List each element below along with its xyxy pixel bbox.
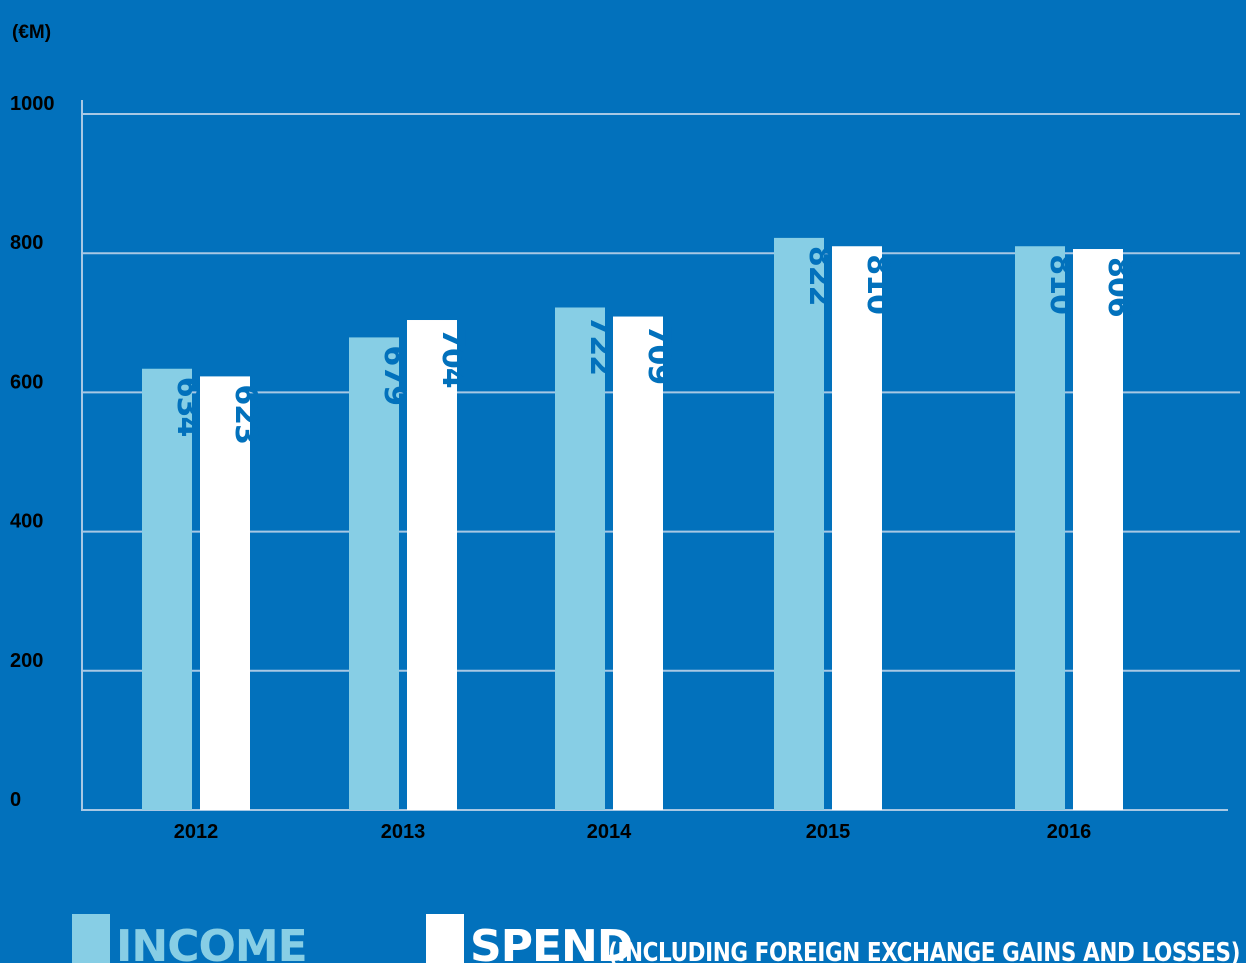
bar-income-2012 (142, 368, 192, 810)
bar-income-2015 (774, 237, 824, 810)
y-tick-label: 1000 (10, 93, 55, 115)
bar-spend-2016 (1073, 249, 1123, 811)
data-label-spend-2013: 704 (435, 328, 470, 388)
y-tick-label: 800 (10, 232, 43, 254)
y-axis-tick-labels: 0 200 400 600 800 1000 (10, 93, 55, 811)
y-tick-label: 200 (10, 650, 43, 672)
x-category-label: 2014 (587, 821, 632, 843)
y-tick-label: 0 (10, 789, 21, 811)
data-label-spend-2016: 806 (1101, 257, 1136, 317)
bar-income-2014 (555, 307, 605, 810)
legend-spend-swatch (426, 914, 464, 963)
bars: 634 623 679 704 722 709 822 810 810 806 (142, 237, 1136, 811)
x-axis-category-labels: 2012 2013 2014 2015 2016 (174, 821, 1092, 843)
x-category-label: 2016 (1047, 821, 1092, 843)
data-label-spend-2012: 623 (228, 384, 263, 444)
x-category-label: 2015 (806, 821, 851, 843)
data-label-spend-2015: 810 (860, 254, 895, 314)
bar-spend-2014 (613, 316, 663, 810)
x-category-label: 2013 (381, 821, 426, 843)
data-label-income-2016: 810 (1043, 254, 1078, 314)
data-label-income-2012: 634 (170, 377, 205, 437)
data-label-income-2013: 679 (377, 345, 412, 405)
bar-income-2013 (349, 337, 399, 810)
legend-income-label: INCOME (116, 921, 307, 963)
data-label-income-2014: 722 (583, 315, 618, 375)
legend-spend-note: (INCLUDING FOREIGN EXCHANGE GAINS AND LO… (608, 938, 1240, 963)
unit-label: (€M) (12, 22, 51, 43)
data-label-income-2015: 822 (802, 246, 837, 306)
x-category-label: 2012 (174, 821, 219, 843)
y-tick-label: 400 (10, 511, 43, 533)
bar-spend-2015 (832, 246, 882, 811)
bar-spend-2012 (200, 376, 250, 810)
legend-income-swatch (72, 914, 110, 963)
bar-spend-2013 (407, 320, 457, 810)
y-tick-label: 600 (10, 371, 43, 393)
legend-spend-label: SPEND (470, 921, 632, 963)
data-label-spend-2014: 709 (641, 325, 676, 385)
bar-income-2016 (1015, 246, 1065, 811)
legend: INCOME SPEND (INCLUDING FOREIGN EXCHANGE… (72, 914, 1241, 963)
